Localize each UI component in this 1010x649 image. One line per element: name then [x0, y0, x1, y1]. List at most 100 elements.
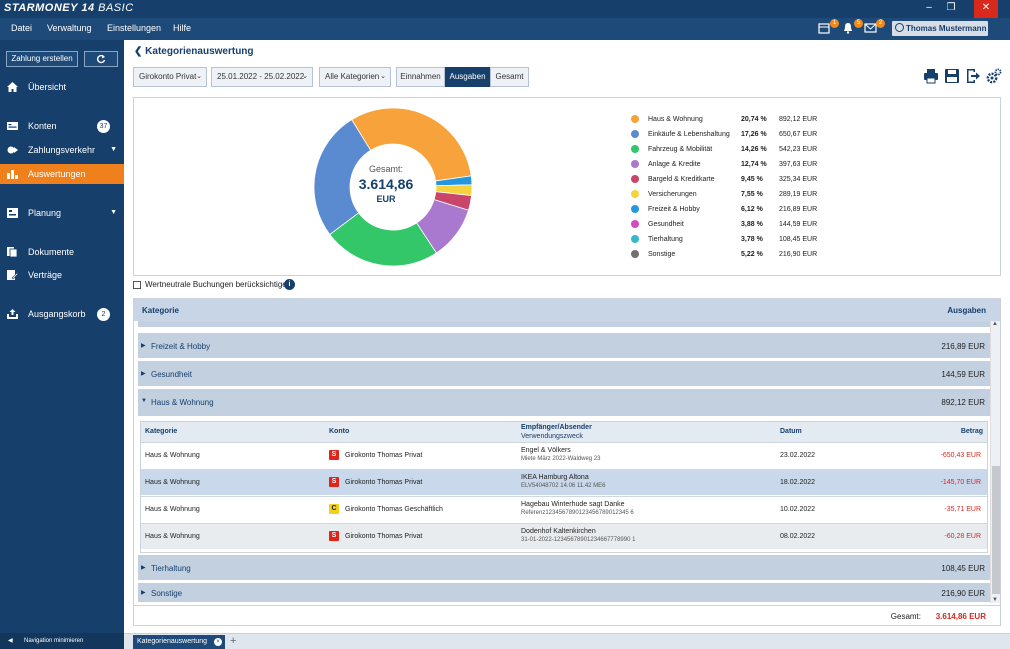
- sub-col-party[interactable]: Empfänger/Absender: [521, 424, 592, 431]
- sub-col-account[interactable]: Konto: [329, 428, 350, 435]
- segment-ausgaben[interactable]: Ausgaben: [445, 67, 490, 87]
- legend-value: 542,23 EUR: [779, 146, 818, 153]
- scroll-up-icon[interactable]: ▲: [992, 321, 998, 327]
- table-row[interactable]: Haus & Wohnung C Girokonto Thomas Geschäft…: [141, 496, 987, 522]
- sidebar-item-ausgangskorb[interactable]: Ausgangskorb 2: [0, 304, 124, 324]
- scroll-down-icon[interactable]: ▼: [992, 597, 998, 603]
- group-row-sonstige[interactable]: ▶ Sonstige 216,90 EUR: [138, 583, 991, 603]
- legend-label: Freizeit & Hobby: [648, 206, 700, 213]
- sub-col-category[interactable]: Kategorie: [145, 428, 178, 435]
- group-name: Tierhaltung: [151, 564, 191, 573]
- minimize-button[interactable]: –: [926, 2, 932, 13]
- close-button[interactable]: ✕: [974, 0, 998, 18]
- donut-slice[interactable]: [351, 107, 472, 182]
- sidebar-item-planung[interactable]: Planung ▼: [0, 203, 124, 223]
- close-tab-icon[interactable]: ×: [214, 638, 222, 646]
- mail-icon[interactable]: 2: [864, 19, 885, 36]
- chevron-left-icon: ◀: [8, 638, 13, 644]
- group-row-freizeit[interactable]: ▶ Freizeit & Hobby 216,89 EUR: [138, 333, 991, 359]
- group-amount: 216,90 EUR: [941, 589, 985, 598]
- sub-col-date[interactable]: Datum: [780, 428, 802, 435]
- chevron-down-icon: ⌄: [196, 73, 202, 80]
- row-date: 10.02.2022: [780, 506, 816, 513]
- sidebar-item-zahlungsverkehr[interactable]: Zahlungsverkehr ▼: [0, 140, 124, 160]
- legend-percent: 9,45 %: [741, 176, 763, 183]
- save-icon[interactable]: [944, 68, 960, 84]
- calendar-icon[interactable]: 1: [818, 19, 839, 36]
- legend-item: Sonstige 5,22 % 216,90 EUR: [631, 248, 821, 263]
- legend-percent: 20,74 %: [741, 116, 767, 123]
- export-icon[interactable]: [965, 68, 981, 84]
- neutral-bookings-checkbox[interactable]: [133, 281, 141, 289]
- add-tab-icon[interactable]: +: [230, 635, 237, 647]
- tab-kategorienauswertung[interactable]: Kategorienauswertung ×: [133, 635, 225, 649]
- segment-gesamt[interactable]: Gesamt: [490, 67, 529, 87]
- row-account: Girokonto Thomas Geschäftlich: [345, 506, 443, 513]
- group-row-tierhaltung[interactable]: ▶ Tierhaltung 108,45 EUR: [138, 555, 991, 581]
- legend-label: Fahrzeug & Mobilität: [648, 146, 713, 153]
- table-header: Kategorie Ausgaben: [134, 299, 1000, 321]
- row-amount: -35,71 EUR: [944, 506, 981, 513]
- table-row[interactable]: Haus & Wohnung S Girokonto Thomas Privat En…: [141, 442, 987, 468]
- donut-center-unit: EUR: [376, 194, 396, 204]
- group-row-haus-wohnung[interactable]: ▼ Haus & Wohnung 892,12 EUR: [138, 389, 991, 417]
- back-chevron-icon[interactable]: ❮: [134, 46, 143, 57]
- expand-arrow-icon: ▶: [141, 590, 146, 596]
- expand-arrow-icon: ▶: [141, 343, 146, 349]
- reports-icon: [7, 170, 18, 179]
- menu-einstellungen[interactable]: Einstellungen: [107, 23, 162, 33]
- sub-col-amount[interactable]: Betrag: [960, 428, 983, 435]
- refresh-button[interactable]: [84, 51, 118, 67]
- legend-value: 108,45 EUR: [779, 236, 818, 243]
- sidebar-item-label: Auswertungen: [28, 169, 86, 179]
- donut-slice[interactable]: [313, 119, 372, 236]
- bell-icon[interactable]: 5: [842, 19, 863, 36]
- settings-gear-icon[interactable]: [986, 68, 1002, 84]
- sidebar-item-uebersicht[interactable]: Übersicht: [0, 77, 124, 97]
- table-row[interactable]: Haus & Wohnung S Girokonto Thomas Privat IK…: [141, 469, 987, 495]
- menu-datei[interactable]: Datei: [11, 23, 33, 33]
- user-menu[interactable]: Thomas Mustermann: [892, 21, 988, 36]
- bank-logo-icon: S: [329, 477, 339, 487]
- group-name: Sonstige: [151, 589, 183, 598]
- clipped-row: [138, 321, 991, 327]
- column-header-category[interactable]: Kategorie: [142, 306, 179, 315]
- sidebar-item-vertraege[interactable]: Verträge: [0, 265, 124, 285]
- legend-percent: 5,22 %: [741, 251, 763, 258]
- create-payment-button[interactable]: Zahlung erstellen: [6, 51, 78, 67]
- scrollbar-thumb[interactable]: [992, 466, 1000, 594]
- legend-percent: 14,26 %: [741, 146, 767, 153]
- table-scrollbar[interactable]: ▲ ▼: [990, 321, 1000, 603]
- expand-arrow-icon: ▶: [141, 565, 146, 571]
- subtable-header: Kategorie Konto Empfänger/Absender Verwe…: [141, 422, 987, 442]
- mail-badge: 2: [876, 19, 885, 28]
- column-header-expenses[interactable]: Ausgaben: [947, 306, 986, 315]
- account-select[interactable]: Girokonto Privat ⌄: [133, 67, 207, 87]
- print-icon[interactable]: [923, 68, 939, 84]
- bank-logo-icon: S: [329, 531, 339, 541]
- menu-verwaltung[interactable]: Verwaltung: [47, 23, 92, 33]
- menu-hilfe[interactable]: Hilfe: [173, 23, 192, 33]
- legend-item: Tierhaltung 3,78 % 108,45 EUR: [631, 233, 821, 248]
- minimize-navigation-button[interactable]: ◀ Navigation minimieren: [0, 633, 124, 649]
- sidebar-item-konten[interactable]: Konten 37: [0, 116, 124, 136]
- segment-einnahmen[interactable]: Einnahmen: [396, 67, 445, 87]
- table-row[interactable]: Haus & Wohnung S Girokonto Thomas Privat Do…: [141, 523, 987, 549]
- sidebar-item-auswertungen[interactable]: Auswertungen: [0, 164, 124, 184]
- category-select[interactable]: Alle Kategorien ⌄: [319, 67, 391, 87]
- info-icon[interactable]: i: [284, 279, 295, 290]
- legend-item: Fahrzeug & Mobilität 14,26 % 542,23 EUR: [631, 143, 821, 158]
- sidebar-item-label: Verträge: [28, 270, 63, 280]
- legend-percent: 3,78 %: [741, 236, 763, 243]
- legend-value: 650,67 EUR: [779, 131, 818, 138]
- sidebar: Zahlung erstellen Übersicht Konten 37 Za…: [0, 40, 124, 649]
- sub-col-purpose[interactable]: Verwendungszweck: [521, 433, 583, 440]
- collapse-arrow-icon: ▼: [141, 398, 147, 404]
- daterange-select[interactable]: 25.01.2022 - 25.02.2022 ⌄: [211, 67, 313, 87]
- legend-value: 325,34 EUR: [779, 176, 818, 183]
- sidebar-item-dokumente[interactable]: Dokumente: [0, 242, 124, 262]
- donut-slice[interactable]: [329, 212, 437, 267]
- group-amount: 216,89 EUR: [941, 342, 985, 351]
- group-row-gesundheit[interactable]: ▶ Gesundheit 144,59 EUR: [138, 361, 991, 387]
- restore-button[interactable]: ❐: [946, 2, 956, 13]
